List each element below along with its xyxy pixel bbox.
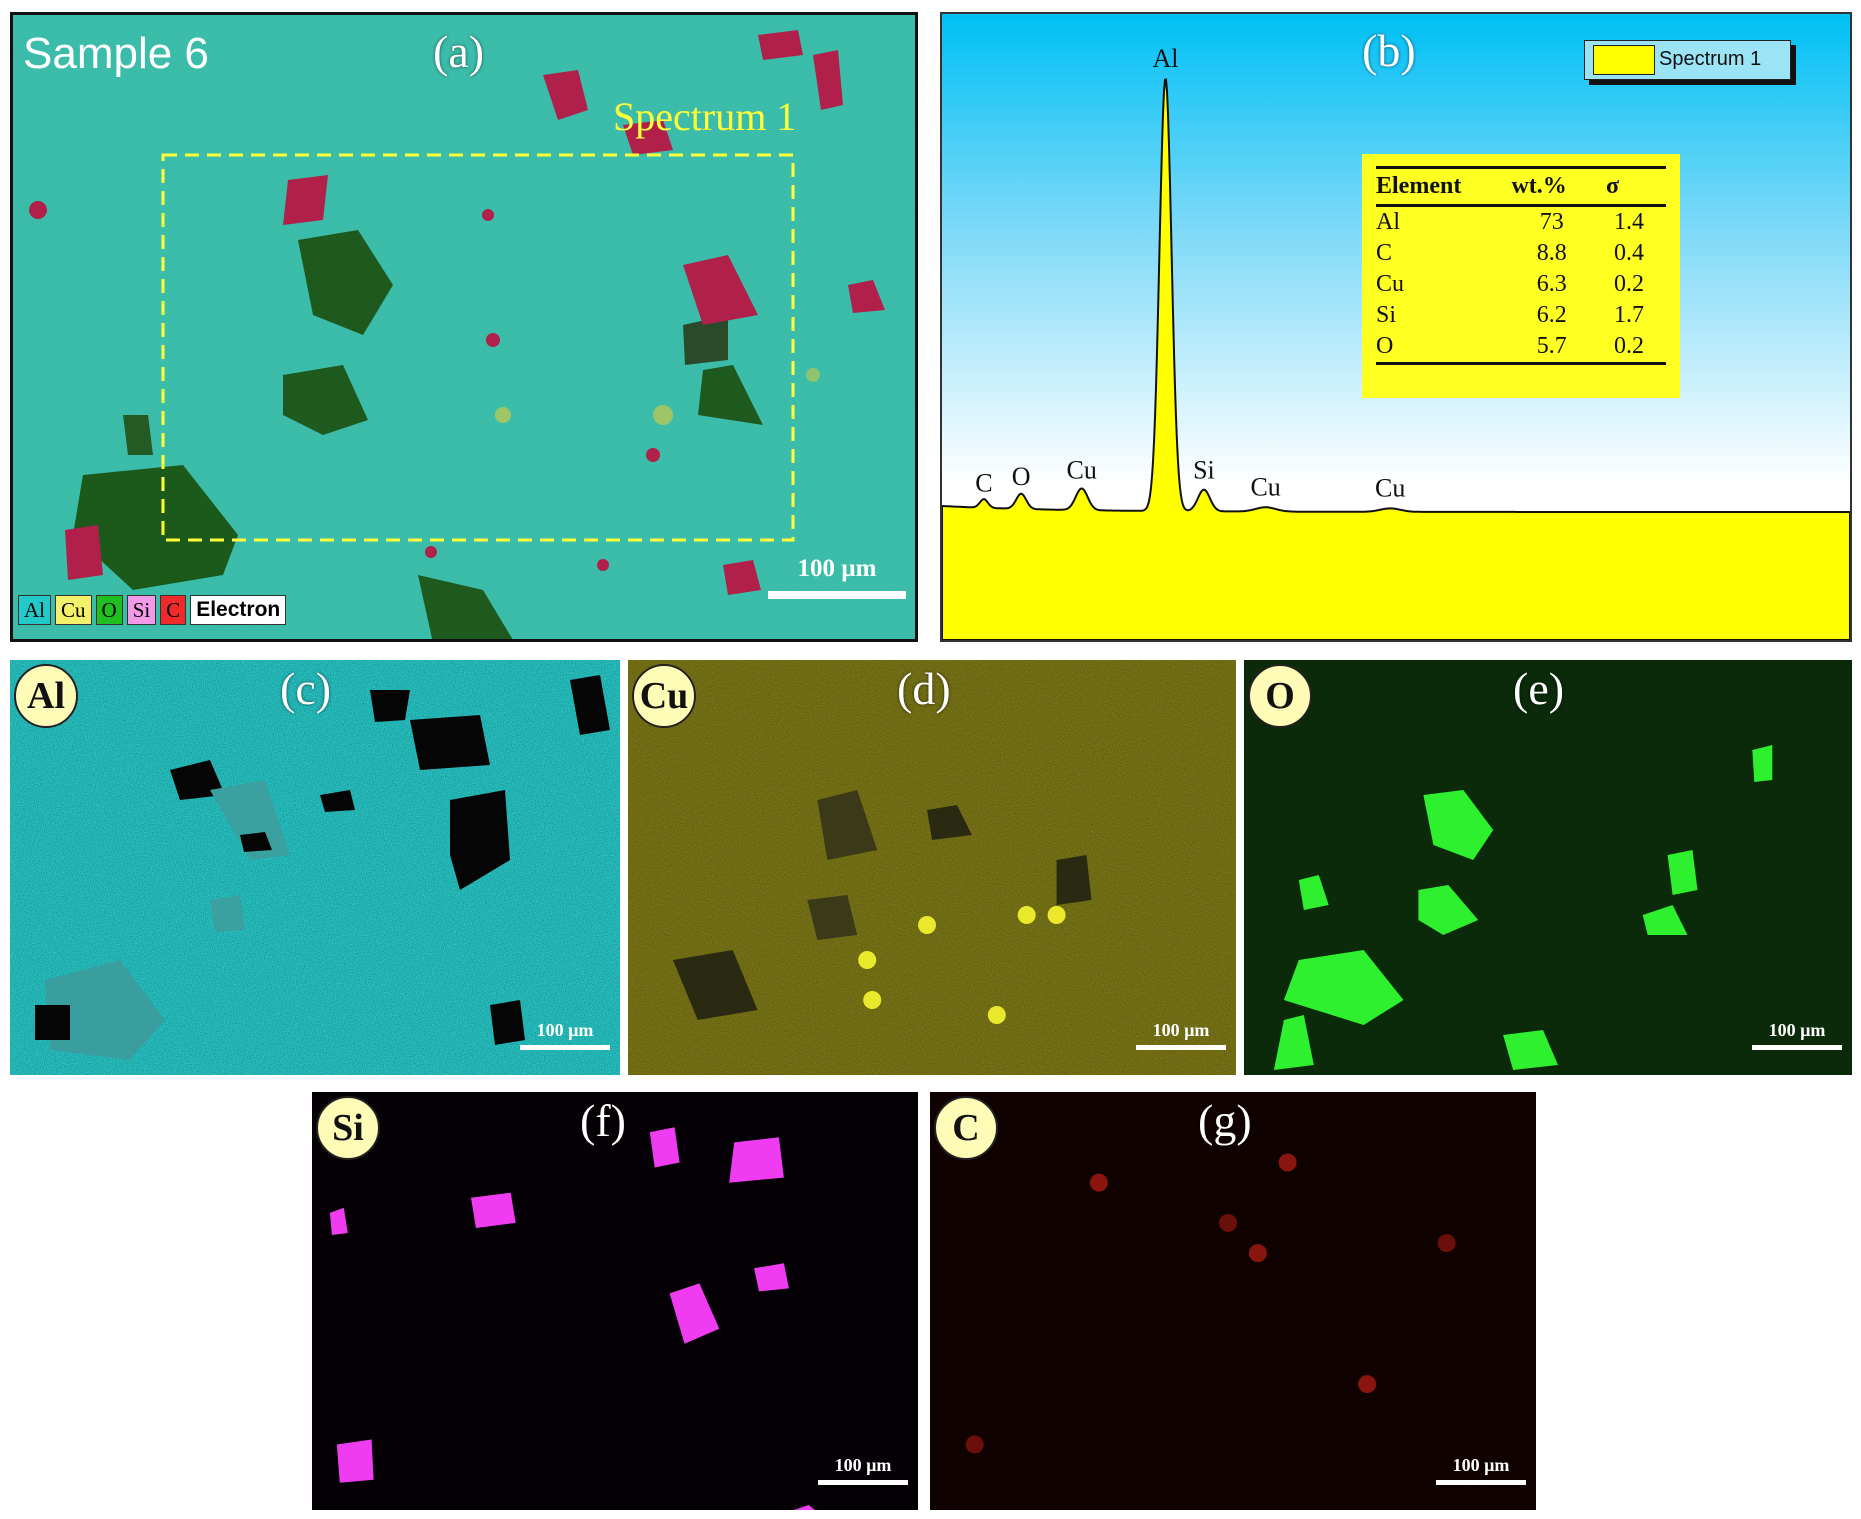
table-row: O 5.7 0.2: [1376, 331, 1666, 365]
table-row: Al 73 1.4: [1376, 206, 1666, 239]
spectrum-1-series: [942, 78, 1850, 640]
panel-b-spectrum: C O Cu Al Si Cu Cu (b) Spectrum 1 Element wt.%…: [940, 12, 1852, 642]
element-badge: Si: [316, 1096, 380, 1160]
legend-al: Al: [18, 595, 51, 625]
table-row: C 8.8 0.4: [1376, 238, 1666, 269]
scale-bar: 100 µm: [1136, 1020, 1226, 1050]
scale-bar: 100 µm: [1752, 1020, 1842, 1050]
cell-element: Cu: [1376, 271, 1405, 297]
peak-label-cu: Cu: [1250, 473, 1280, 502]
header-element: Element: [1376, 166, 1512, 207]
table-row: Si 6.2 1.7: [1376, 300, 1666, 331]
element-map-image: [930, 1092, 1536, 1510]
spectrum-1-label: Spectrum 1: [613, 94, 797, 139]
element-map-image: [1244, 660, 1852, 1075]
oxide-grain: [123, 415, 153, 455]
si-grain: [543, 70, 588, 120]
panel-tag-a: (a): [433, 26, 485, 77]
si-grain: [623, 120, 673, 155]
scale-bar: 100 µm: [818, 1455, 908, 1485]
element-map-image: [10, 660, 620, 1075]
table-row: Cu 6.3 0.2: [1376, 269, 1666, 300]
composition-table-box: Element wt.% σ Al 73 1.4 C 8.8 0.4 Cu: [1362, 154, 1680, 398]
element-map-image: [312, 1092, 918, 1510]
peak-label-c: C: [975, 468, 992, 497]
si-grain: [283, 175, 328, 225]
panel-tag: (c): [280, 663, 332, 714]
map-panel-cu: Cu (d) 100 µm: [628, 660, 1236, 1075]
scale-bar-label: 100 µm: [834, 1455, 892, 1475]
panel-tag-b: (b): [1362, 25, 1416, 76]
panel-tag: (d): [897, 663, 951, 714]
scale-bar-a: 100 µm: [768, 555, 906, 599]
map-panel-si: Si (f) 100 µm: [312, 1092, 918, 1510]
peak-label-cu: Cu: [1375, 474, 1405, 503]
header-sigma: σ: [1605, 166, 1666, 207]
scale-bar-label: 100 µm: [536, 1020, 594, 1040]
cell-wt: 6.2: [1536, 302, 1567, 328]
si-grain: [65, 525, 103, 580]
element-map-image: [628, 660, 1236, 1075]
cell-wt: 73: [1539, 209, 1564, 235]
composition-table: Element wt.% σ Al 73 1.4 C 8.8 0.4 Cu: [1376, 166, 1666, 365]
si-grain: [758, 30, 803, 60]
spectrum-1-region[interactable]: [161, 153, 795, 542]
panel-tag: (e): [1513, 663, 1565, 714]
si-grain: [683, 255, 758, 325]
cell-element: C: [1376, 240, 1393, 266]
oxide-grain: [283, 365, 368, 435]
scale-bar-label: 100 µm: [1452, 1455, 1510, 1475]
legend-o: O: [95, 595, 123, 625]
legend-c: C: [160, 595, 187, 625]
scale-bar-label: 100 µm: [1152, 1020, 1210, 1040]
peak-label-al: Al: [1153, 44, 1179, 73]
cell-sigma: 1.4: [1613, 209, 1644, 235]
oxide-grain: [298, 230, 393, 335]
peak-label-o: O: [1012, 462, 1031, 491]
cell-wt: 8.8: [1536, 240, 1567, 266]
cell-sigma: 0.2: [1613, 271, 1644, 297]
oxide-grain: [698, 365, 763, 425]
element-badge: Al: [14, 664, 78, 728]
sample-label: Sample 6: [23, 29, 209, 78]
legend-label: Spectrum 1: [1659, 48, 1762, 70]
scale-bar: 100 µm: [1436, 1455, 1526, 1485]
peak-label-si: Si: [1193, 455, 1215, 484]
cell-wt: 5.7: [1511, 331, 1606, 365]
si-grain: [813, 50, 843, 110]
scale-bar-label: 100 µm: [1768, 1020, 1826, 1040]
oxide-grain: [73, 465, 238, 590]
element-badge: C: [934, 1096, 998, 1160]
oxide-grain: [418, 575, 513, 639]
panel-a-micrograph: [13, 15, 915, 639]
spectrum-legend: Spectrum 1: [1584, 40, 1791, 80]
legend-swatch: [1593, 45, 1655, 75]
element-badge: O: [1248, 664, 1312, 728]
si-grain: [723, 560, 761, 595]
cell-wt: 6.3: [1536, 271, 1567, 297]
si-grain: [848, 280, 885, 313]
map-panel-o: O (e) 100 µm: [1244, 660, 1852, 1075]
legend-si: Si: [126, 595, 157, 625]
cell-sigma: 0.2: [1605, 331, 1666, 365]
element-badge: Cu: [632, 664, 696, 728]
scale-bar-label: 100 µm: [797, 555, 877, 582]
header-wt: wt.%: [1511, 166, 1606, 207]
panel-a-layered-image: Sample 6 (a) Spectrum 1 100 µm Al Cu O S…: [10, 12, 918, 642]
map-panel-c: C (g) 100 µm: [930, 1092, 1536, 1510]
legend-cu: Cu: [55, 595, 92, 625]
map-panel-al: Al (c) 100 µm: [10, 660, 620, 1075]
panel-tag: (f): [580, 1095, 626, 1146]
cell-element: Al: [1376, 209, 1400, 235]
cell-sigma: 1.7: [1613, 302, 1644, 328]
legend-electron: Electron: [190, 595, 287, 625]
cell-element: O: [1376, 331, 1512, 365]
element-legend: Al Cu O Si C Electron: [18, 595, 287, 625]
cell-element: Si: [1376, 302, 1397, 328]
cell-sigma: 0.4: [1613, 240, 1644, 266]
panel-tag: (g): [1198, 1095, 1252, 1146]
scale-bar: 100 µm: [520, 1020, 610, 1050]
oxide-grain: [683, 315, 728, 365]
peak-label-cu: Cu: [1067, 455, 1097, 484]
